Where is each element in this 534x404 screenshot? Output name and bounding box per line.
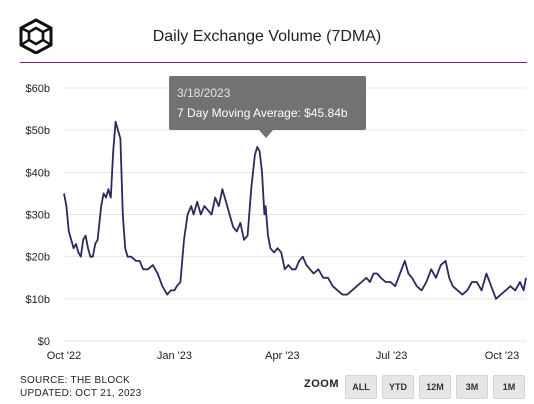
y-tick-label: $40b [26, 167, 50, 179]
chart-footer: SOURCE: THE BLOCK UPDATED: OCT 21, 2023 [20, 374, 142, 400]
x-tick-label: Jul '23 [376, 350, 407, 362]
y-tick-label: $0 [38, 336, 50, 348]
the-block-logo [19, 18, 53, 54]
data-tooltip: 3/18/2023 7 Day Moving Average: $45.84b [169, 76, 366, 130]
y-tick-label: $60b [26, 83, 50, 95]
y-tick-label: $50b [26, 125, 50, 137]
zoom-1m-button[interactable]: 1M [493, 375, 525, 399]
tooltip-pointer [259, 130, 273, 138]
x-tick-label: Oct '22 [47, 350, 82, 362]
title-divider [20, 62, 527, 63]
tooltip-value: 7 Day Moving Average: $45.84b [177, 106, 348, 120]
x-tick-label: Jan '23 [157, 350, 192, 362]
y-tick-label: $10b [26, 294, 50, 306]
zoom-all-button[interactable]: ALL [345, 375, 377, 399]
x-tick-label: Apr '23 [265, 350, 300, 362]
chart-title: Daily Exchange Volume (7DMA) [152, 28, 382, 45]
series-line [63, 120, 527, 300]
source-text: SOURCE: THE BLOCK [20, 375, 130, 386]
zoom-label: ZOOM [304, 378, 339, 390]
updated-text: UPDATED: OCT 21, 2023 [20, 388, 142, 399]
y-tick-label: $30b [26, 210, 50, 222]
zoom-3m-button[interactable]: 3M [456, 375, 488, 399]
x-tick-label: Oct '23 [485, 350, 520, 362]
zoom-ytd-button[interactable]: YTD [382, 375, 414, 399]
y-tick-label: $20b [26, 252, 50, 264]
tooltip-date: 3/18/2023 [177, 86, 231, 100]
zoom-12m-button[interactable]: 12M [419, 375, 451, 399]
